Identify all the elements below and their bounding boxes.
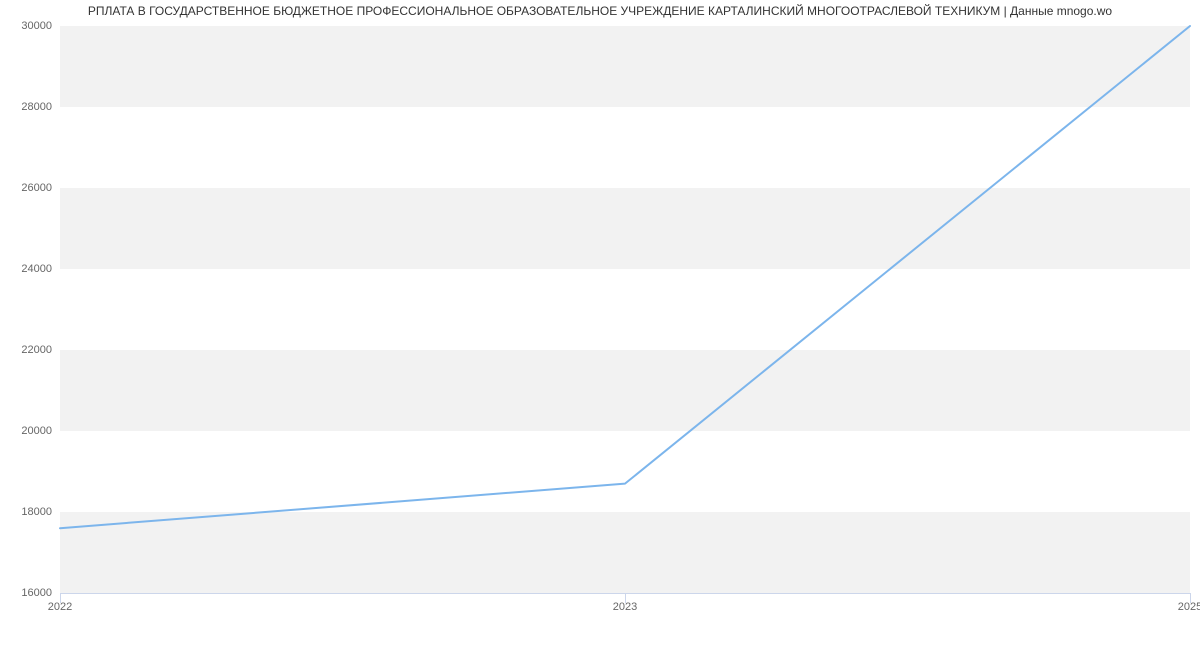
y-tick-label: 18000 [21, 506, 60, 518]
y-tick-label: 20000 [21, 425, 60, 437]
y-tick-label: 22000 [21, 344, 60, 356]
line-series [60, 26, 1190, 593]
chart-title: РПЛАТА В ГОСУДАРСТВЕННОЕ БЮДЖЕТНОЕ ПРОФЕ… [0, 4, 1200, 18]
y-tick-label: 28000 [21, 101, 60, 113]
x-tick-mark [625, 593, 626, 603]
x-tick-mark [60, 593, 61, 603]
y-tick-label: 26000 [21, 182, 60, 194]
plot-area: 1600018000200002200024000260002800030000… [60, 26, 1190, 593]
y-tick-label: 24000 [21, 263, 60, 275]
x-tick-label: 2025 [1178, 593, 1200, 613]
x-tick-mark [1190, 593, 1191, 603]
y-tick-label: 30000 [21, 20, 60, 32]
chart-container: РПЛАТА В ГОСУДАРСТВЕННОЕ БЮДЖЕТНОЕ ПРОФЕ… [0, 0, 1200, 650]
